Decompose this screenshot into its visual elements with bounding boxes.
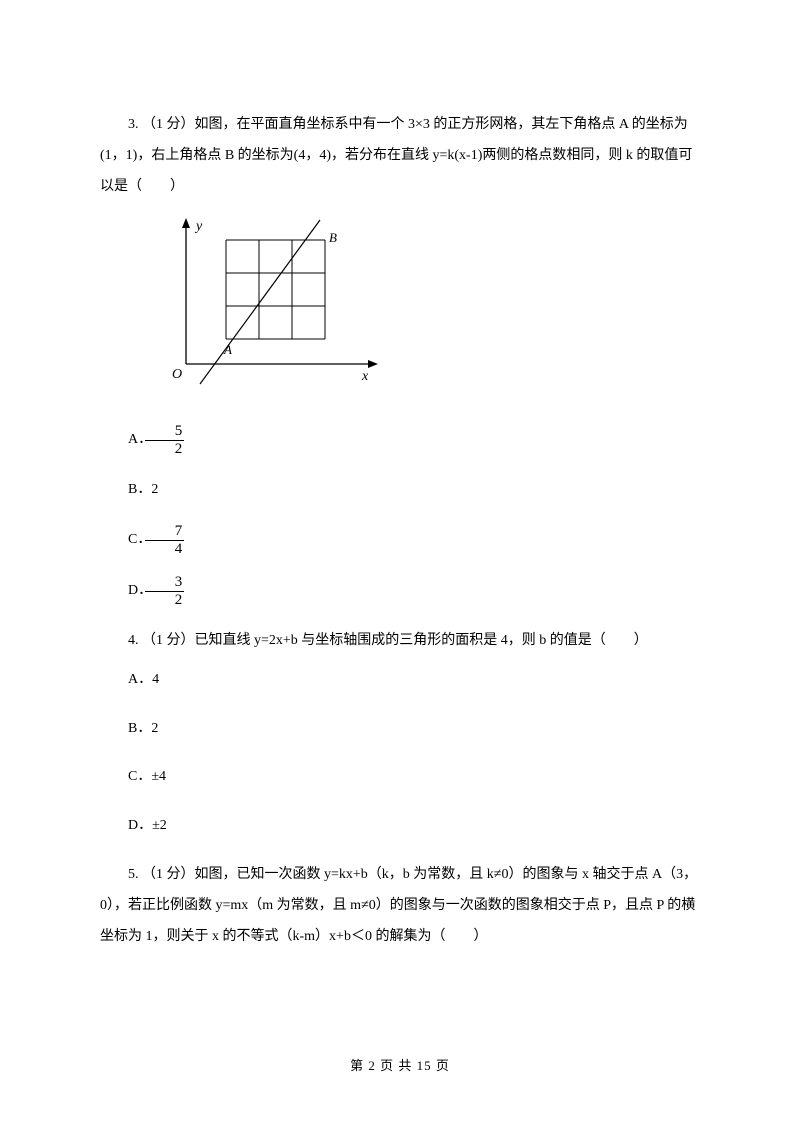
frac-num: 5 — [145, 424, 185, 440]
option-value: 2 — [151, 721, 158, 736]
q4-option-c: C．±4 — [100, 762, 700, 793]
svg-text:A: A — [223, 342, 232, 357]
option-value: 2 — [151, 482, 158, 497]
page-content: 3. （1 分）如图，在平面直角坐标系中有一个 3×3 的正方形网格，其左下角格… — [0, 0, 800, 952]
option-label: D． — [100, 576, 145, 607]
q5-text: 5. （1 分）如图，已知一次函数 y=kx+b（k，b 为常数，且 k≠0）的… — [100, 860, 700, 952]
q3-option-c: C． 7 4 — [100, 524, 700, 557]
q3-option-b: B．2 — [100, 475, 700, 506]
q4-option-d: D．±2 — [100, 811, 700, 842]
q4-text: 4. （1 分）已知直线 y=2x+b 与坐标轴围成的三角形的面积是 4，则 b… — [100, 626, 700, 657]
option-label: C． — [100, 525, 145, 556]
frac-num: 3 — [145, 575, 185, 591]
option-value: 4 — [152, 672, 159, 687]
svg-text:O: O — [172, 367, 182, 382]
q3-svg: y x O A B — [150, 214, 380, 389]
svg-text:x: x — [361, 369, 369, 384]
frac-den: 2 — [145, 591, 185, 608]
page-footer: 第 2 页 共 15 页 — [0, 1055, 800, 1074]
q3-text: 3. （1 分）如图，在平面直角坐标系中有一个 3×3 的正方形网格，其左下角格… — [100, 110, 700, 202]
frac-den: 2 — [145, 440, 185, 457]
svg-text:B: B — [329, 230, 337, 245]
frac-num: 7 — [145, 524, 185, 540]
option-label: A． — [100, 425, 145, 456]
frac-den: 4 — [145, 540, 185, 557]
q4-option-a: A．4 — [100, 665, 700, 696]
q3-option-a: A． 5 2 — [100, 424, 700, 457]
option-value: ±4 — [151, 769, 166, 784]
svg-text:y: y — [194, 219, 203, 234]
fraction: 5 2 — [145, 424, 185, 457]
option-value: ±2 — [152, 818, 167, 833]
fraction: 7 4 — [145, 524, 185, 557]
q3-option-d: D． 3 2 — [100, 575, 700, 608]
q4-option-b: B．2 — [100, 714, 700, 745]
fraction: 3 2 — [145, 575, 185, 608]
q3-diagram: y x O A B — [150, 214, 700, 402]
